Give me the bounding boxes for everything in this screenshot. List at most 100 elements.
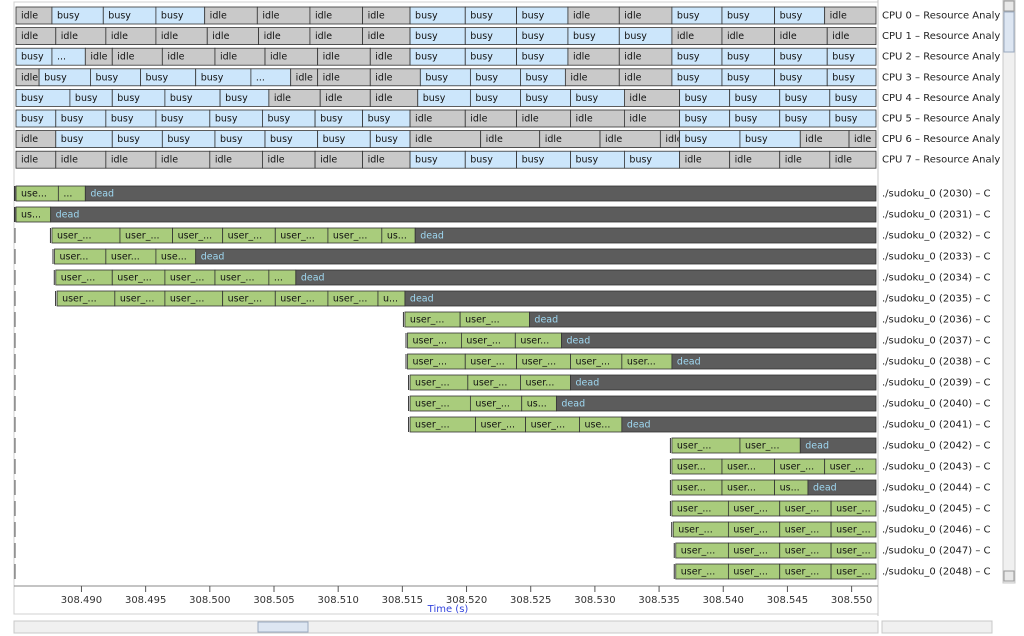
- segment-clip: busy: [267, 114, 290, 125]
- segment: [824, 6, 877, 25]
- segment-label: idle: [545, 134, 562, 145]
- horizontal-scrollbar[interactable]: [13, 620, 879, 634]
- segment-label: busy: [522, 11, 545, 22]
- segment-label: idle: [665, 134, 682, 145]
- segment-clip: idle: [677, 31, 694, 42]
- segment-label: idle: [61, 155, 78, 166]
- row-name: ./sudoku_0 (2045) – C: [882, 504, 991, 515]
- scroll-down[interactable]: [1003, 570, 1015, 582]
- segment-label: user_...: [677, 441, 712, 452]
- segment-clip: busy: [75, 93, 98, 104]
- segment-label: busy: [677, 11, 700, 22]
- segment-clip: u...: [383, 294, 398, 305]
- segment-clip: idle: [264, 31, 281, 42]
- segment-label: idle: [368, 155, 385, 166]
- segment: [671, 353, 877, 370]
- segment-clip: user_...: [733, 525, 768, 536]
- segment-clip: busy: [220, 134, 243, 145]
- segment-clip: idle: [685, 155, 702, 166]
- segment-label: user_...: [62, 294, 97, 305]
- segment-label: idle: [624, 72, 641, 83]
- segment-label: dead: [201, 252, 225, 263]
- row-name: ./sudoku_0 (2041) – C: [882, 420, 991, 431]
- segment-label: user...: [677, 483, 706, 494]
- segment-label: use...: [161, 252, 187, 263]
- row-name: ./sudoku_0 (2044) – C: [882, 483, 991, 494]
- segment-clip: user...: [60, 252, 89, 263]
- row-name: ./sudoku_0 (2033) – C: [882, 252, 991, 263]
- segment-clip: busy: [727, 72, 750, 83]
- segment-label: user_...: [220, 273, 255, 284]
- segment-label: busy: [576, 93, 599, 104]
- segment-clip: idle: [167, 52, 184, 63]
- segment-label: idle: [573, 11, 590, 22]
- segment-clip: idle: [415, 134, 432, 145]
- segment-clip: idle: [323, 72, 340, 83]
- segment-clip: busy: [108, 11, 131, 22]
- segment-label: idle: [210, 11, 227, 22]
- vertical-scrollbar[interactable]: [1002, 0, 1016, 584]
- segment-label: busy: [470, 11, 493, 22]
- segment-clip: idle: [220, 52, 237, 63]
- scroll-thumb[interactable]: [1003, 11, 1015, 53]
- segment-label: idle: [21, 134, 38, 145]
- segment-label: busy: [170, 93, 193, 104]
- segment-label: busy: [215, 114, 238, 125]
- h-scroll-thumb[interactable]: [257, 621, 309, 633]
- segment-label: idle: [576, 114, 593, 125]
- segment-label: busy: [225, 93, 248, 104]
- segment: [848, 130, 877, 149]
- segment-label: busy: [835, 93, 858, 104]
- segment-clip: user_...: [475, 399, 510, 410]
- row-name: ./sudoku_0 (2030) – C: [882, 189, 991, 200]
- segment-label: busy: [161, 114, 184, 125]
- segment-label: busy: [785, 114, 808, 125]
- segment-label: idle: [325, 93, 342, 104]
- segment-label: idle: [785, 155, 802, 166]
- row-name: ./sudoku_0 (2046) – C: [882, 525, 991, 536]
- segment-clip: user_...: [576, 357, 611, 368]
- segment-label: user...: [677, 462, 706, 473]
- segment-clip: busy: [780, 72, 803, 83]
- segment-clip: idle: [375, 93, 392, 104]
- segment-clip: busy: [629, 155, 652, 166]
- segment-clip: idle: [368, 11, 385, 22]
- segment-label: idle: [220, 52, 237, 63]
- segment-label: dead: [805, 441, 829, 452]
- segment-clip: idle: [267, 155, 284, 166]
- segment-clip: user_...: [280, 294, 315, 305]
- segment: [826, 47, 877, 66]
- segment-clip: us...: [780, 483, 800, 494]
- segment-label: user_...: [733, 546, 768, 557]
- segment-label: busy: [735, 114, 758, 125]
- segment-label: busy: [323, 134, 346, 145]
- segment-label: user_...: [681, 567, 716, 578]
- segment-label: idle: [624, 52, 641, 63]
- segment: [829, 109, 877, 128]
- segment-clip: user...: [111, 252, 140, 263]
- segment-clip: idle: [61, 155, 78, 166]
- segment-label: user_...: [785, 504, 820, 515]
- segment-label: user_...: [681, 546, 716, 557]
- segment-clip: busy: [735, 114, 758, 125]
- segment-clip: use...: [21, 189, 47, 200]
- scroll-up[interactable]: [1003, 0, 1015, 12]
- tick-label: 308.520: [446, 595, 487, 606]
- segment-label: us...: [387, 231, 407, 242]
- segment-clip: dead: [534, 315, 558, 326]
- segment-label: user...: [627, 357, 656, 368]
- segment-clip: idle: [111, 31, 128, 42]
- segment-clip: user_...: [170, 273, 205, 284]
- segment-clip: busy: [95, 72, 118, 83]
- segment-clip: idle: [215, 155, 232, 166]
- segment-clip: idle: [624, 72, 641, 83]
- segment-clip: idle: [375, 72, 392, 83]
- segment-clip: busy: [323, 134, 346, 145]
- segment-clip: idle: [605, 134, 622, 145]
- segment-clip: user_...: [473, 378, 508, 389]
- segment-clip: user_...: [57, 231, 92, 242]
- tick-label: 308.540: [703, 595, 744, 606]
- segment-clip: busy: [576, 93, 599, 104]
- segment-label: busy: [780, 52, 803, 63]
- side-scrollbar[interactable]: [881, 620, 993, 634]
